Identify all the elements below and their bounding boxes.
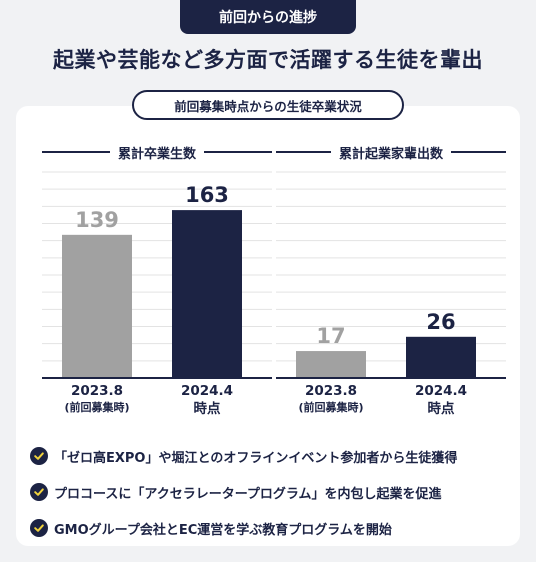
check-circle-icon xyxy=(30,483,48,501)
bar-1 xyxy=(406,336,476,378)
bullet-text: プロコースに「アクセラレータープログラム」を内包し起業を促進 xyxy=(54,486,442,502)
x-label-main: 2024.4 xyxy=(180,383,234,399)
bar-0 xyxy=(62,234,132,378)
bullet-item: プロコースに「アクセラレータープログラム」を内包し起業を促進 xyxy=(30,474,510,510)
bullet-item: GMOグループ会社とEC運営を学ぶ教育プログラムを開始 xyxy=(30,510,510,546)
headline: 起業や芸能など多方面で活躍する生徒を輩出 xyxy=(53,48,483,72)
x-label-1: 2024.4 時点 xyxy=(157,382,257,418)
chart-subtitle: 前回募集時点からの生徒卒業状況 xyxy=(132,90,404,120)
bullet-text: GMOグループ会社とEC運営を学ぶ教育プログラムを開始 xyxy=(54,522,392,538)
chart-title-text: 累計卒業生数 xyxy=(118,146,197,162)
title-rule-left xyxy=(42,151,110,153)
title-rule-left xyxy=(276,151,331,153)
x-label-main: 2023.8 xyxy=(70,383,124,399)
chart-title: 累計起業家輩出数 xyxy=(276,142,507,162)
x-axis-labels: 2023.8 (前回募集時) 2024.4 時点 xyxy=(42,382,272,428)
x-label-sub: (前回募集時) xyxy=(298,401,364,414)
progress-tag: 前回からの進捗 xyxy=(180,0,356,34)
entrepreneurs-chart: 累計起業家輩出数 17 26 2023.8 (前回募集時) 2024.4 時点 xyxy=(276,142,507,428)
x-label-sub: 時点 xyxy=(193,401,221,417)
bullet-text: 「ゼロ高EXPO」や堀江とのオフラインイベント参加者から生徒獲得 xyxy=(54,450,458,466)
x-label-sub: 時点 xyxy=(427,401,455,417)
data-label-1: 163 xyxy=(185,183,229,207)
x-label-main: 2023.8 xyxy=(304,383,358,399)
x-label-1: 2024.4 時点 xyxy=(391,382,491,418)
title-rule-right xyxy=(451,151,507,153)
data-label-0: 139 xyxy=(75,208,119,232)
title-rule-right xyxy=(204,151,273,153)
x-label-0: 2023.8 (前回募集時) xyxy=(47,382,147,416)
data-label-1: 26 xyxy=(426,310,455,334)
graduates-chart: 累計卒業生数 139 163 2023.8 (前回募集時) 2024.4 時点 xyxy=(42,142,273,428)
bullet-list: 「ゼロ高EXPO」や堀江とのオフラインイベント参加者から生徒獲得 プロコースに「… xyxy=(30,438,510,546)
bullet-item: 「ゼロ高EXPO」や堀江とのオフラインイベント参加者から生徒獲得 xyxy=(30,438,510,474)
bar-1 xyxy=(172,210,242,378)
x-label-sub: (前回募集時) xyxy=(64,401,130,414)
check-circle-icon xyxy=(30,447,48,465)
x-label-0: 2023.8 (前回募集時) xyxy=(281,382,381,416)
chart-title: 累計卒業生数 xyxy=(42,142,273,162)
graduates-bar-plot: 139 163 xyxy=(42,171,272,379)
x-axis-labels: 2023.8 (前回募集時) 2024.4 時点 xyxy=(276,382,506,428)
data-label-0: 17 xyxy=(316,324,345,348)
bar-0 xyxy=(296,351,366,378)
x-label-main: 2024.4 xyxy=(414,383,468,399)
check-circle-icon xyxy=(30,519,48,537)
chart-title-text: 累計起業家輩出数 xyxy=(339,146,444,162)
